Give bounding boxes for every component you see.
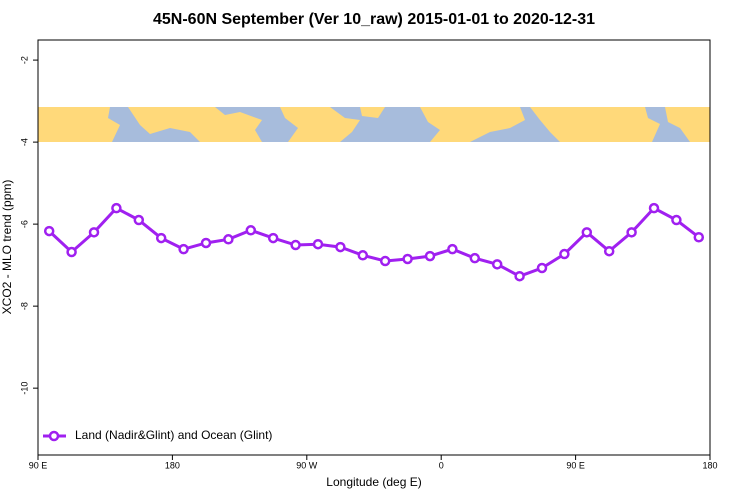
y-tick-label: -6 — [19, 220, 29, 228]
point — [581, 227, 593, 238]
point — [402, 253, 413, 265]
y-tick-label: -4 — [19, 138, 29, 146]
point — [379, 255, 391, 267]
y-tick-label: -2 — [19, 56, 29, 64]
point — [626, 227, 637, 238]
point — [223, 234, 234, 245]
legend-label: Land (Nadir&Glint) and Ocean (Glint) — [75, 428, 272, 442]
x-axis-label: Longitude (deg E) — [326, 475, 421, 489]
point — [66, 246, 77, 258]
y-tick-label: -10 — [19, 382, 29, 395]
point — [469, 252, 481, 264]
x-tick-label: 90 E — [29, 460, 48, 470]
y-axis-label: XCO2 - MLO trend (ppm) — [0, 180, 14, 315]
point — [111, 202, 122, 214]
plot-frame — [37, 39, 711, 456]
point — [603, 245, 615, 257]
map-strip — [38, 107, 710, 142]
point — [312, 238, 324, 250]
point — [447, 243, 458, 255]
x-tick-label: 180 — [702, 460, 717, 470]
legend-marker — [48, 430, 60, 442]
point — [491, 259, 503, 270]
point — [88, 227, 100, 238]
point — [245, 225, 257, 236]
point — [178, 243, 189, 255]
point — [424, 250, 436, 262]
x-tick-label: 180 — [165, 460, 180, 470]
point — [536, 262, 548, 274]
point — [200, 237, 212, 249]
point — [357, 250, 369, 261]
point — [671, 214, 682, 226]
point — [648, 202, 660, 214]
point — [559, 248, 570, 260]
point — [133, 214, 145, 226]
chart-title: 45N-60N September (Ver 10_raw) 2015-01-0… — [153, 11, 595, 28]
x-tick-label: 90 E — [566, 460, 585, 470]
point — [267, 232, 279, 244]
point — [290, 239, 301, 251]
point — [693, 231, 705, 243]
point — [155, 232, 167, 244]
x-tick-label: 90 W — [296, 460, 318, 470]
point — [43, 225, 55, 237]
point — [335, 241, 346, 253]
y-tick-label: -8 — [19, 302, 29, 310]
x-tick-label: 0 — [439, 460, 444, 470]
point — [514, 270, 525, 282]
